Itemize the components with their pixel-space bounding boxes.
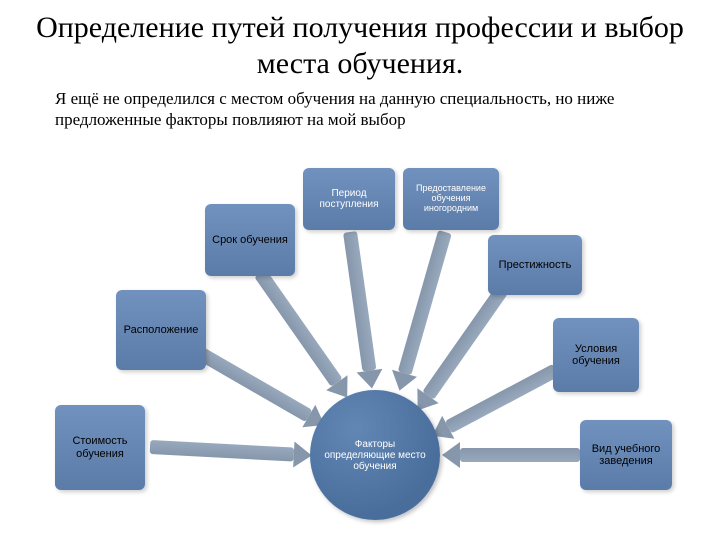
arrow-2: [254, 269, 353, 402]
leaf-label: Расположение: [124, 324, 199, 336]
leaf-label: Период поступления: [309, 188, 389, 210]
leaf-node-7: Вид учебного заведения: [580, 420, 672, 490]
arrow-3: [343, 231, 379, 389]
leaf-label: Предоставление обучения иногородним: [409, 184, 493, 214]
leaf-node-4: Предоставление обучения иногородним: [403, 168, 499, 230]
page-subtitle: Я ещё не определился с местом обучения н…: [0, 82, 720, 131]
leaf-node-6: Условия обучения: [553, 318, 639, 392]
leaf-label: Вид учебного заведения: [586, 443, 666, 467]
leaf-node-3: Период поступления: [303, 168, 395, 230]
subtitle-text: Я ещё не определился с местом обучения н…: [55, 89, 614, 129]
arrow-1: [195, 346, 328, 431]
page-title: Определение путей получения профессии и …: [0, 0, 720, 82]
leaf-label: Условия обучения: [559, 343, 633, 367]
leaf-label: Стоимость обучения: [61, 435, 139, 459]
arrow-0: [150, 440, 313, 462]
radial-diagram: Факторы определяющие место обучения Стои…: [0, 160, 720, 540]
center-node: Факторы определяющие место обучения: [310, 390, 440, 520]
leaf-label: Срок обучения: [212, 234, 288, 246]
leaf-node-5: Престижность: [488, 235, 582, 295]
title-text: Определение путей получения профессии и …: [36, 11, 684, 80]
leaf-node-1: Расположение: [116, 290, 206, 370]
leaf-node-0: Стоимость обучения: [55, 405, 145, 490]
leaf-label: Престижность: [499, 259, 572, 271]
leaf-node-2: Срок обучения: [205, 204, 295, 276]
center-node-label: Факторы определяющие место обучения: [320, 439, 430, 472]
arrow-7: [442, 448, 580, 462]
